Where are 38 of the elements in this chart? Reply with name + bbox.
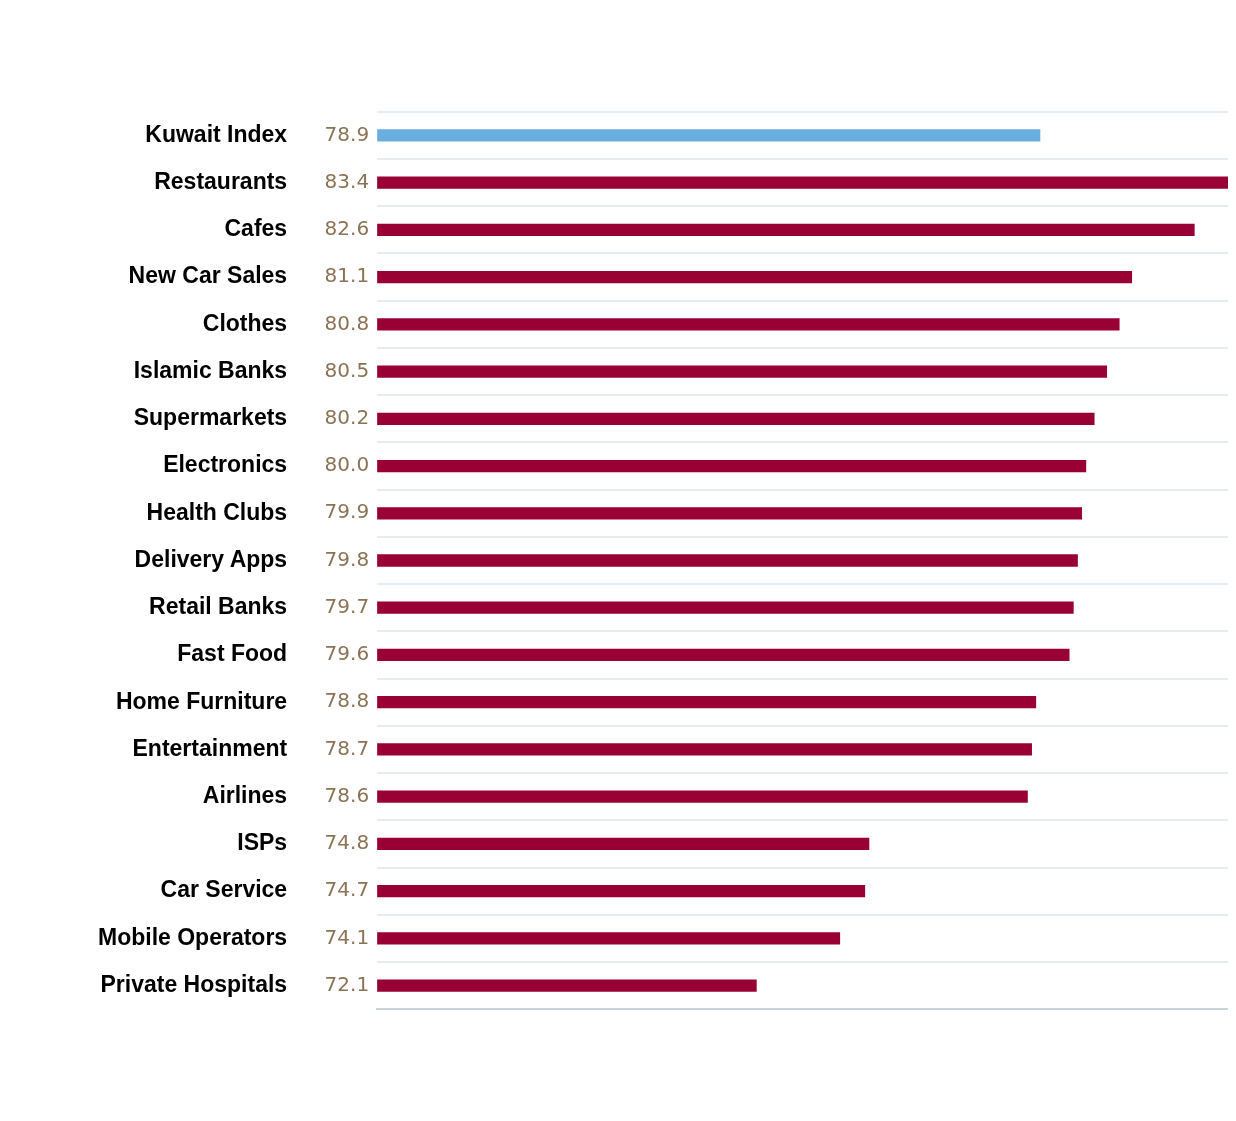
- data-label: 74.7: [324, 877, 370, 902]
- data-label: 79.8: [324, 546, 370, 571]
- y-tick-label: Cafes: [224, 215, 288, 242]
- y-tick-label: Clothes: [202, 309, 288, 336]
- data-label: 72.1: [324, 971, 370, 996]
- y-tick-label: Islamic Banks: [133, 356, 288, 383]
- data-label: 80.8: [324, 310, 370, 335]
- data-label: 78.6: [324, 782, 370, 807]
- y-tick-label: Electronics: [163, 451, 288, 478]
- y-tick-label: Car Service: [160, 876, 288, 903]
- data-label: 83.4: [324, 168, 370, 193]
- y-tick-label: New Car Sales: [128, 262, 288, 289]
- y-tick-label: ISPs: [237, 829, 288, 856]
- data-label: 78.9: [324, 121, 370, 146]
- data-label: 79.7: [324, 593, 370, 618]
- y-tick-label: Kuwait Index: [145, 120, 288, 147]
- y-tick-label: Entertainment: [132, 734, 288, 761]
- data-label: 78.8: [324, 688, 370, 713]
- y-tick-label: Fast Food: [177, 640, 288, 667]
- data-label: 80.2: [324, 405, 370, 430]
- y-tick-label: Delivery Apps: [134, 545, 288, 572]
- data-label: 78.7: [324, 735, 370, 760]
- data-label: 74.8: [324, 830, 370, 855]
- y-tick-label: Private Hospitals: [100, 970, 288, 997]
- y-tick-label: Restaurants: [154, 167, 288, 194]
- data-label: 74.1: [324, 924, 370, 949]
- y-tick-label: Airlines: [202, 782, 288, 808]
- data-label: 80.5: [324, 357, 370, 382]
- y-tick-label: Supermarkets: [133, 404, 288, 431]
- y-tick-label: Mobile Operators: [97, 923, 288, 950]
- data-label: 80.0: [324, 452, 370, 477]
- y-tick-label: Home Furniture: [115, 687, 288, 714]
- data-label: 79.6: [324, 641, 370, 666]
- y-tick-label: Health Clubs: [146, 498, 288, 525]
- data-label: 81.1: [324, 263, 370, 288]
- data-label: 82.6: [324, 216, 370, 241]
- data-label: 79.9: [324, 499, 370, 524]
- y-tick-label: Retail Banks: [149, 593, 288, 620]
